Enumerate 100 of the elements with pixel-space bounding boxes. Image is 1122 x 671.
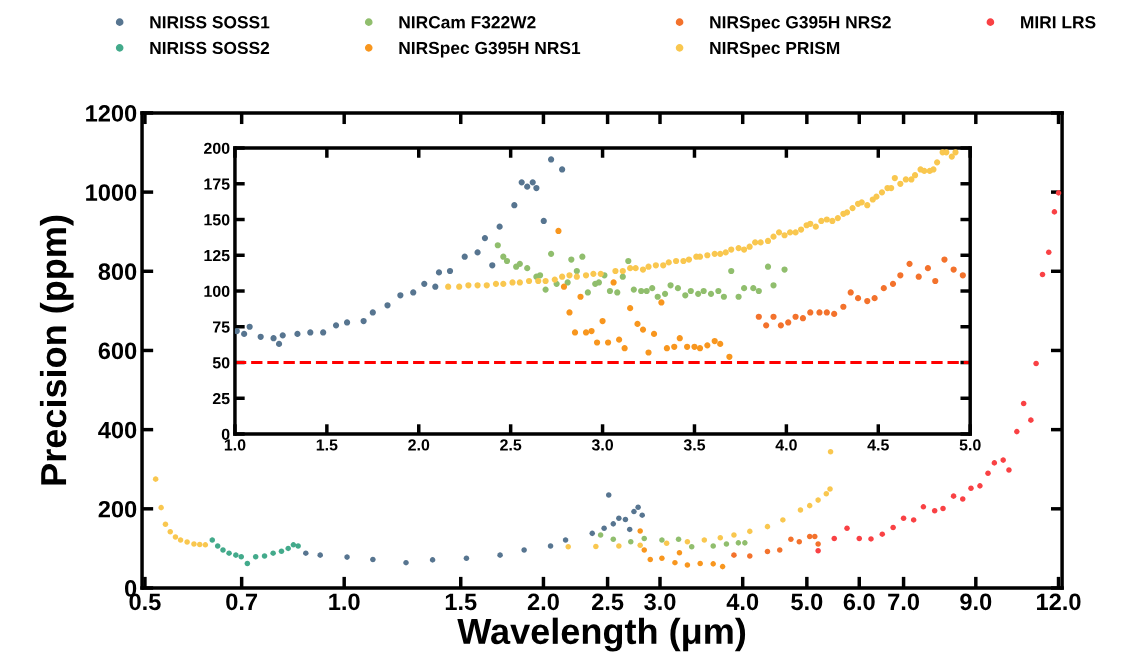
y-tick-label: 150 <box>204 214 230 226</box>
point <box>270 335 277 342</box>
point <box>924 265 932 272</box>
point <box>764 263 772 270</box>
x-tick-label: 1.5 <box>445 593 477 611</box>
x-tick-label: 7.0 <box>888 593 920 611</box>
point <box>897 272 904 279</box>
y-tick-label: 175 <box>204 178 230 190</box>
point <box>654 293 661 300</box>
point <box>726 353 733 360</box>
y-tick-label: 200 <box>203 142 230 154</box>
point <box>616 336 623 343</box>
point <box>770 282 777 289</box>
point <box>840 303 847 310</box>
x-tick-label: 5.0 <box>959 439 981 451</box>
x-tick-label: 9.0 <box>960 593 992 611</box>
point <box>663 345 671 352</box>
point <box>700 287 707 295</box>
point <box>799 315 807 322</box>
point <box>643 287 650 295</box>
point <box>932 277 939 285</box>
point <box>627 305 634 312</box>
point <box>524 265 531 272</box>
point <box>540 217 547 225</box>
point <box>275 340 283 348</box>
point <box>579 253 586 260</box>
point <box>588 327 595 335</box>
point <box>682 292 689 299</box>
point <box>461 253 468 260</box>
point <box>667 282 674 289</box>
point <box>384 302 391 309</box>
point <box>785 319 792 326</box>
y-tick-label: 25 <box>212 392 230 405</box>
point <box>750 285 757 292</box>
x-axis-title: Wavelength (μm) <box>457 617 746 652</box>
y-tick-label: 800 <box>98 263 137 281</box>
x-tick-label: 1.0 <box>224 439 246 451</box>
point <box>606 287 614 295</box>
x-tick-label: 3.0 <box>591 439 614 451</box>
point <box>559 166 566 173</box>
point <box>555 227 562 235</box>
x-tick-label: 5.0 <box>791 593 823 611</box>
point <box>257 333 264 340</box>
point <box>950 266 957 273</box>
point <box>687 287 694 295</box>
x-tick-label: 4.0 <box>775 439 797 451</box>
point <box>234 327 240 335</box>
point <box>246 323 253 330</box>
point <box>781 266 788 273</box>
point <box>421 280 428 287</box>
point <box>720 293 727 300</box>
point <box>959 272 966 279</box>
point <box>577 293 584 300</box>
point <box>854 295 862 302</box>
point <box>728 267 735 275</box>
point <box>649 285 656 292</box>
point <box>770 313 777 320</box>
point <box>604 339 612 346</box>
point <box>864 297 871 305</box>
x-tick-label: 3.0 <box>644 593 676 611</box>
point <box>548 250 555 257</box>
point <box>360 317 367 325</box>
point <box>568 256 575 263</box>
point <box>880 285 887 292</box>
point <box>671 343 678 350</box>
point <box>474 249 481 256</box>
point <box>241 330 248 338</box>
point <box>755 287 762 295</box>
x-tick-label: 6.0 <box>843 593 875 611</box>
y-tick-label: 100 <box>204 285 230 297</box>
point <box>573 267 580 275</box>
legend-label: NIRSpec G395H NRS2 <box>710 16 891 32</box>
point <box>494 242 501 249</box>
point <box>684 343 691 350</box>
point <box>511 202 518 209</box>
point <box>823 309 830 316</box>
point <box>650 330 658 338</box>
point <box>763 322 770 329</box>
y-tick-label: 400 <box>98 421 137 439</box>
point <box>584 289 591 296</box>
y-tick-label: 50 <box>212 357 230 369</box>
point <box>871 295 878 302</box>
point <box>696 345 704 352</box>
point <box>446 267 454 275</box>
point <box>645 349 652 356</box>
point <box>735 293 742 300</box>
point <box>524 183 531 190</box>
point <box>889 280 897 287</box>
point <box>593 339 601 346</box>
point <box>717 340 724 348</box>
point <box>566 309 573 316</box>
y-tick-label: 75 <box>213 321 230 333</box>
point <box>715 287 722 295</box>
point <box>755 313 762 320</box>
y-tick-label: 0 <box>221 428 230 440</box>
point <box>343 319 351 326</box>
point <box>634 320 641 328</box>
point <box>410 289 417 296</box>
point <box>621 345 628 352</box>
point <box>661 290 669 297</box>
